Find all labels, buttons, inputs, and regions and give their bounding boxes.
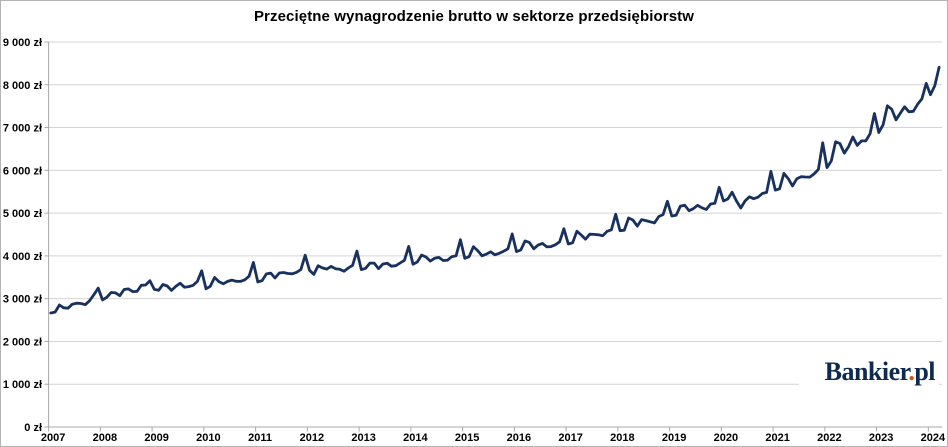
x-axis-label-2020: 2020 [714,432,738,444]
x-axis-label-2014: 2014 [403,432,428,444]
y-axis-label-1000: 1 000 zł [3,379,42,391]
y-axis-label-7000: 7 000 zł [3,123,42,135]
x-axis-label-2013: 2013 [351,432,375,444]
gridlines [48,41,942,385]
bankier-logo-dot: . [908,357,915,386]
y-axis-label-0: 0 zł [24,422,42,434]
x-axis-label-2007: 2007 [41,432,65,444]
bankier-logo: Bankier.pl [798,353,939,393]
y-axis-label-4000: 4 000 zł [3,251,42,263]
x-axis-label-2021: 2021 [765,432,789,444]
bankier-logo-pl: pl [914,357,935,386]
y-axis-label-6000: 6 000 zł [3,165,42,177]
x-axis-label-2012: 2012 [300,432,324,444]
y-axis-ticks [44,41,49,428]
x-axis-label-2011: 2011 [248,432,272,444]
x-axis-ticks [48,427,929,432]
x-axis-label-2019: 2019 [662,432,686,444]
salary-series-line [49,65,941,315]
chart-title: Przeciętne wynagrodzenie brutto w sektor… [253,8,695,25]
x-axis-label-2010: 2010 [196,432,220,444]
y-axis-labels: 0 zł 1 000 zł 2 000 zł 3 000 zł 4 000 zł 5 00… [3,37,42,434]
x-axis-label-2009: 2009 [144,432,168,444]
y-axis-label-3000: 3 000 zł [3,294,42,306]
x-axis-label-2022: 2022 [817,432,841,444]
x-axis-label-2008: 2008 [93,432,117,444]
x-axis-label-2024: 2024 [921,432,946,444]
y-axis-label-2000: 2 000 zł [3,336,42,348]
y-axis-label-9000: 9 000 zł [3,37,42,49]
x-axis-label-2018: 2018 [610,432,634,444]
x-axis-label-2017: 2017 [558,432,582,444]
y-axis-label-8000: 8 000 zł [3,80,42,92]
x-axis-label-2023: 2023 [869,432,893,444]
bankier-logo-text: Bankier [824,357,909,386]
x-axis-labels: 2007 2008 2009 2010 2011 2012 2013 2014 2015 2016… [41,432,946,444]
y-axis-label-5000: 5 000 zł [3,208,42,220]
x-axis-label-2016: 2016 [507,432,531,444]
x-axis-label-2015: 2015 [455,432,479,444]
